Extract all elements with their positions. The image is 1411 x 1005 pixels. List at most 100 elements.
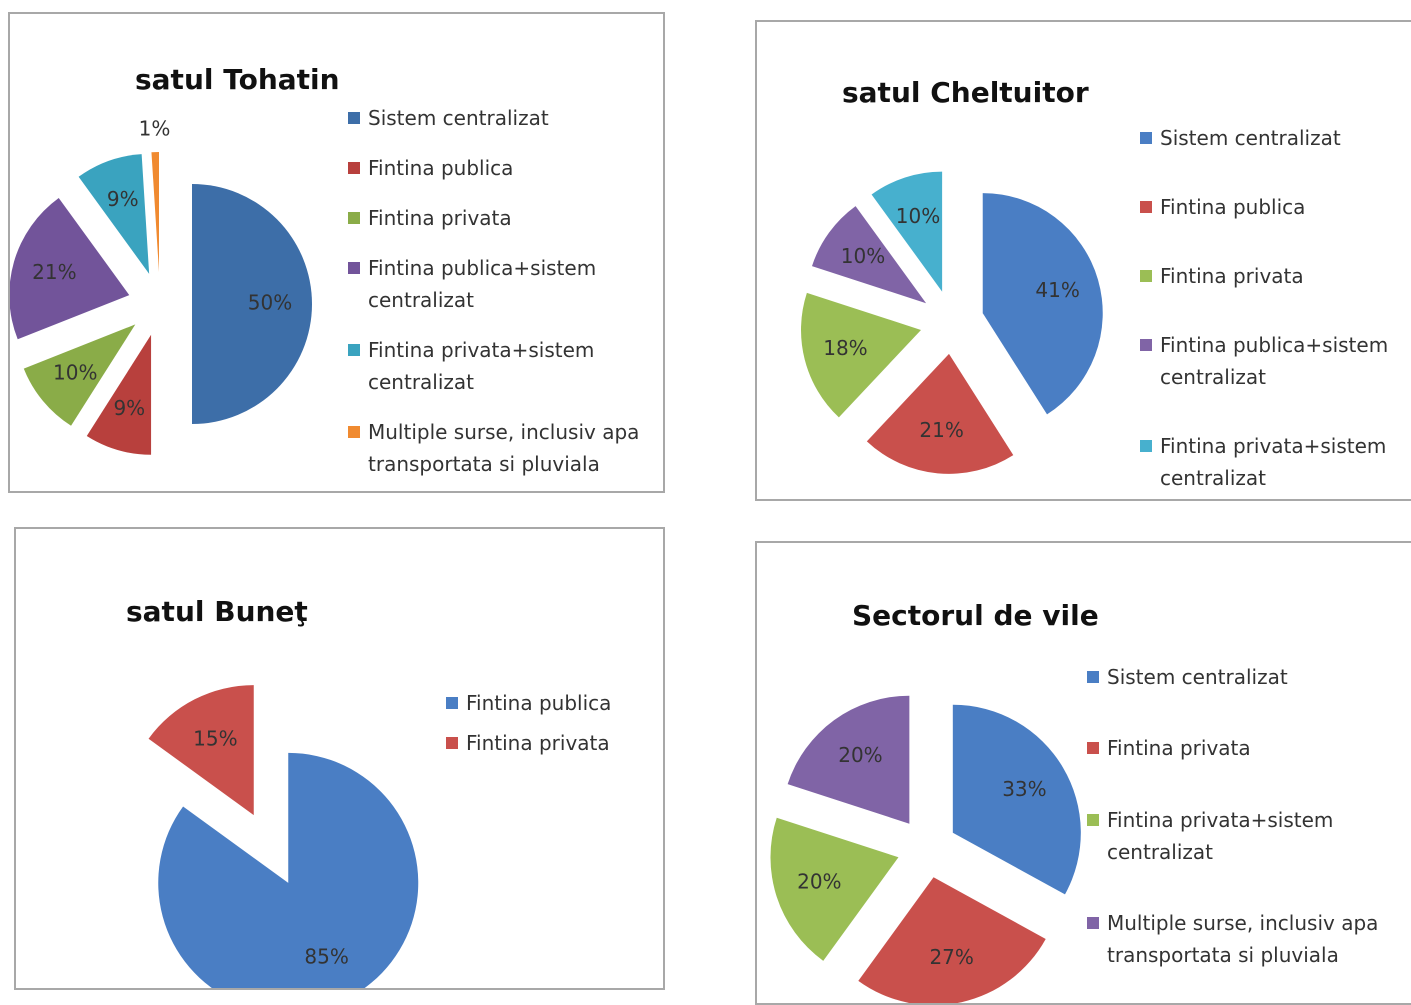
- legend-label: Sistem centralizat: [1107, 665, 1288, 689]
- legend-swatch: [348, 162, 360, 174]
- pie-slice: [23, 324, 136, 426]
- legend-label: Fintina publica+sistem centralizat: [368, 256, 597, 312]
- slice-label: 15%: [193, 726, 237, 750]
- legend-swatch: [446, 737, 458, 749]
- legend: Sistem centralizat Fintina publica Fintina…: [348, 102, 663, 480]
- legend-item: Sistem centralizat: [348, 102, 663, 134]
- legend: Sistem centralizat Fintina publica Fintina…: [1140, 122, 1411, 494]
- legend-label: Fintina privata: [1160, 264, 1304, 288]
- legend-item: Fintina publica: [446, 687, 663, 719]
- slice-label: 20%: [838, 743, 882, 767]
- pie-slice: [78, 154, 150, 274]
- legend-item: Fintina privata: [446, 727, 663, 759]
- pie-chart: satul Cheltuitor 41% 21% 18% 10% 10%: [801, 76, 1103, 474]
- legend-item: Multiple surse, inclusiv apa transportat…: [1087, 907, 1411, 971]
- legend-item: Fintina privata: [348, 202, 663, 234]
- slice-label: 21%: [919, 418, 963, 442]
- slice-label: 33%: [1002, 777, 1046, 801]
- slice-label: 50%: [248, 291, 292, 315]
- pie-slice: [982, 193, 1103, 415]
- pie-slice: [770, 817, 899, 961]
- legend-label: Fintina publica: [1160, 195, 1306, 219]
- slice-label: 9%: [113, 396, 145, 420]
- pie-slice: [86, 334, 152, 455]
- legend-item: Fintina publica+sistem centralizat: [1140, 329, 1411, 393]
- legend-label: Fintina privata+sistem centralizat: [1160, 434, 1387, 490]
- legend-swatch: [348, 112, 360, 124]
- legend: Fintina publica Fintina privata: [446, 687, 663, 759]
- legend-label: Sistem centralizat: [368, 106, 549, 130]
- legend-swatch: [1087, 916, 1099, 929]
- chart-title: satul Cheltuitor: [842, 76, 1089, 109]
- legend-label: Fintina publica+sistem centralizat: [1160, 333, 1389, 389]
- legend-label: Multiple surse, inclusiv apa transportat…: [1107, 910, 1379, 967]
- slice-label: 41%: [1035, 278, 1079, 302]
- legend-label: Fintina privata+sistem centralizat: [1107, 807, 1334, 864]
- pie-slice: [801, 292, 922, 418]
- pie-chart: satul Tohatin 50% 9% 10% 21% 9% 1%: [10, 63, 340, 455]
- chart-title: Sectorul de vile: [852, 599, 1099, 632]
- legend-label: Multiple surse, inclusiv apa transportat…: [368, 420, 640, 476]
- legend-label: Sistem centralizat: [1160, 126, 1341, 150]
- legend-swatch: [1087, 742, 1099, 755]
- legend-label: Fintina publica: [466, 691, 612, 715]
- chart-title: satul Tohatin: [135, 63, 340, 96]
- slice-label: 10%: [53, 361, 97, 385]
- legend-swatch: [1140, 339, 1152, 351]
- pie-slice: [148, 685, 254, 816]
- legend-swatch: [1140, 270, 1152, 282]
- legend-item: Fintina privata+sistem centralizat: [348, 334, 663, 398]
- legend-item: Sistem centralizat: [1140, 122, 1411, 154]
- legend-item: Fintina publica: [1140, 191, 1411, 223]
- pie-slice: [10, 197, 130, 340]
- legend-item: Fintina publica+sistem centralizat: [348, 252, 663, 316]
- slice-label: 21%: [32, 260, 76, 284]
- pie-slice: [787, 695, 910, 824]
- pie-slice: [858, 877, 1046, 1003]
- pie-slice: [151, 152, 159, 273]
- legend-swatch: [1140, 132, 1152, 144]
- legend-item: Fintina publica: [348, 152, 663, 184]
- legend-label: Fintina privata: [466, 731, 610, 755]
- slice-label: 9%: [107, 187, 139, 211]
- pie-slice: [871, 171, 943, 292]
- legend-item: Multiple surse, inclusiv apa transportat…: [348, 416, 663, 480]
- slice-label: 1%: [139, 117, 171, 141]
- legend-item: Fintina privata+sistem centralizat: [1140, 430, 1411, 494]
- slice-label: 20%: [797, 869, 841, 893]
- legend-swatch: [348, 212, 360, 224]
- legend-label: Fintina privata: [368, 206, 512, 230]
- legend-swatch: [1087, 671, 1099, 683]
- slice-label: 18%: [823, 336, 867, 360]
- legend-swatch: [348, 262, 360, 274]
- legend-item: Fintina privata+sistem centralizat: [1087, 804, 1411, 868]
- pie-slice: [866, 353, 1014, 474]
- pie-slice: [811, 206, 927, 304]
- legend-item: Sistem centralizat: [1087, 661, 1411, 693]
- pie-slice: [952, 704, 1081, 895]
- legend-swatch: [1087, 813, 1099, 826]
- chart-title: satul Buneţ: [126, 595, 308, 628]
- legend-swatch: [348, 426, 360, 438]
- legend-swatch: [348, 344, 360, 356]
- slice-label: 27%: [929, 945, 973, 969]
- chart-panel: satul Tohatin 50% 9% 10% 21% 9% 1% Sistem centr…: [8, 12, 665, 493]
- legend-swatch: [446, 697, 458, 709]
- slice-label: 10%: [841, 244, 885, 268]
- chart-panel: Sectorul de vile 33% 27% 20% 20% Sistem centr…: [755, 541, 1411, 1005]
- legend-swatch: [1140, 440, 1152, 452]
- pie-chart: Sectorul de vile 33% 27% 20% 20%: [770, 599, 1099, 1003]
- pie-slice: [158, 752, 419, 988]
- legend-item: Fintina privata: [1140, 260, 1411, 292]
- slice-label: 10%: [896, 204, 940, 228]
- pie-slice: [192, 184, 312, 424]
- pie-chart: satul Buneţ 85% 15%: [126, 595, 419, 988]
- chart-panel: satul Cheltuitor 41% 21% 18% 10% 10% Sistem ce…: [755, 20, 1411, 501]
- legend-label: Fintina privata: [1107, 736, 1251, 761]
- legend: Sistem centralizat Fintina privata Fintina…: [1087, 661, 1411, 971]
- legend-label: Fintina privata+sistem centralizat: [368, 338, 595, 394]
- legend-label: Fintina publica: [368, 156, 514, 180]
- legend-swatch: [1140, 201, 1152, 213]
- chart-panel: satul Buneţ 85% 15% Fintina publica Fintina …: [14, 527, 665, 990]
